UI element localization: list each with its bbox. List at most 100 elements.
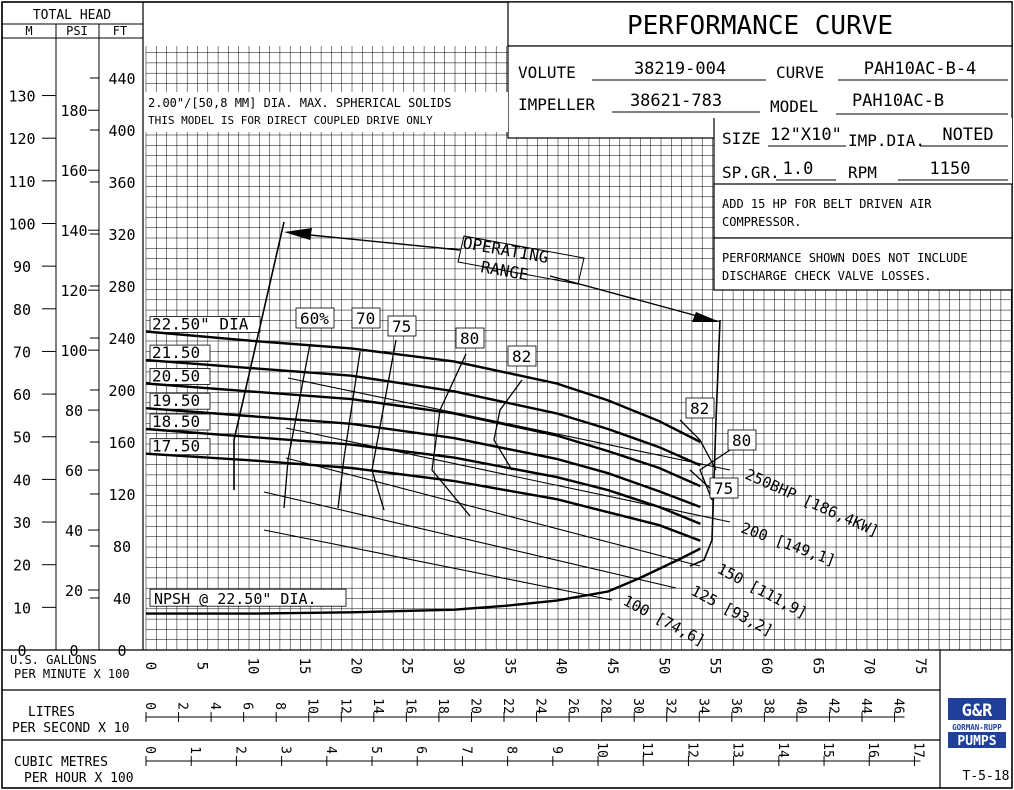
efficiency-label: 70: [356, 309, 375, 328]
gpm-tick-label: 40: [553, 658, 569, 675]
m-tick-label: 60: [13, 386, 31, 404]
air-note-line1: ADD 15 HP FOR BELT DRIVEN AIR: [722, 197, 932, 211]
lps-tick-label: 44: [858, 698, 873, 714]
spgr-value: 1.0: [783, 159, 814, 179]
curve-value: PAH10AC-B-4: [864, 59, 977, 79]
m3h-tick-label: 6: [413, 746, 428, 754]
rpm-label: RPM: [848, 163, 877, 182]
psi-tick-label: 0: [69, 642, 78, 660]
air-note-line2: COMPRESSOR.: [722, 215, 801, 229]
psi-tick-label: 180: [60, 102, 87, 120]
lps-tick-label: 16: [402, 698, 417, 714]
npsh-curve: [146, 547, 701, 615]
gpm-label-line2: PER MINUTE X 100: [14, 667, 130, 681]
model-value: PAH10AC-B: [852, 91, 944, 111]
bhp-line: [263, 529, 613, 601]
m3h-tick-label: 12: [684, 742, 699, 758]
lps-tick-label: 36: [728, 698, 743, 714]
lps-tick-label: 38: [760, 698, 775, 714]
lps-tick-label: 22: [500, 698, 515, 714]
volute-label: VOLUTE: [518, 63, 576, 82]
m3h-tick-label: 11: [639, 742, 654, 758]
head-curve: [145, 407, 701, 509]
svg-text:PUMPS: PUMPS: [957, 734, 996, 749]
ft-tick-label: 80: [113, 538, 131, 556]
m3h-tick-label: 5: [368, 746, 383, 754]
m-tick-label: 80: [13, 301, 31, 319]
gpm-tick-label: 30: [450, 658, 466, 675]
size-value: 12"X10": [770, 125, 842, 145]
lps-tick-label: 46: [891, 698, 906, 714]
lps-tick-label: 20: [467, 698, 482, 714]
lps-tick-label: 10: [305, 698, 320, 714]
m-tick-label: 50: [13, 429, 31, 447]
solids-note: 2.00"/[50,8 MM] DIA. MAX. SPHERICAL SOLI…: [148, 96, 451, 110]
efficiency-line: [689, 469, 713, 491]
gpm-tick-label: 50: [655, 658, 671, 675]
head-curve-label: 21.50: [152, 343, 200, 362]
m3h-tick-label: 7: [458, 746, 473, 754]
lps-tick-label: 6: [240, 702, 255, 710]
ft-tick-label: 0: [117, 642, 126, 660]
lps-tick-label: 0: [142, 702, 157, 710]
m-tick-label: 120: [8, 130, 35, 148]
m3h-tick-label: 17: [910, 742, 925, 758]
lps-tick-label: 32: [663, 698, 678, 714]
m3h-label-line2: PER HOUR X 100: [24, 771, 134, 786]
air-note-box: [713, 183, 1013, 239]
lps-tick-label: 4: [207, 702, 222, 710]
efficiency-label: 82: [512, 347, 531, 366]
efficiency-line: [679, 419, 717, 471]
unit-psi-label: PSI: [66, 24, 88, 38]
drawing-number: T-5-18: [963, 769, 1010, 784]
m-tick-label: 10: [13, 599, 31, 617]
lps-tick-label: 18: [435, 698, 450, 714]
head-curve-label: 22.50" DIA: [152, 315, 249, 334]
curve-label: CURVE: [776, 63, 824, 82]
gpm-tick-label: 15: [296, 658, 312, 675]
chart-title: PERFORMANCE CURVE: [627, 11, 893, 41]
efficiency-line: [431, 353, 471, 517]
head-curve: [145, 358, 701, 467]
spgr-label: SP.GR.: [722, 163, 780, 182]
gpm-tick-label: 60: [758, 658, 774, 675]
lps-tick-label: 8: [272, 702, 287, 710]
bhp-line: [285, 457, 701, 567]
head-curve: [145, 452, 701, 542]
psi-tick-label: 140: [60, 222, 87, 240]
m3h-tick-label: 2: [232, 746, 247, 754]
m3h-tick-label: 10: [594, 742, 609, 758]
gpm-tick-label: 70: [861, 658, 877, 675]
ft-tick-label: 240: [108, 330, 135, 348]
lps-tick-label: 14: [370, 698, 385, 714]
psi-tick-label: 80: [65, 402, 83, 420]
m3h-tick-label: 8: [504, 746, 519, 754]
efficiency-label: 80: [460, 329, 479, 348]
m-tick-label: 30: [13, 514, 31, 532]
psi-tick-label: 60: [65, 462, 83, 480]
head-curve-label: 20.50: [152, 367, 200, 386]
m3h-tick-label: 13: [730, 742, 745, 758]
m3h-tick-label: 3: [278, 746, 293, 754]
ft-tick-label: 320: [108, 226, 135, 244]
gpm-tick-label: 55: [707, 658, 723, 675]
coupled-note: THIS MODEL IS FOR DIRECT COUPLED DRIVE O…: [148, 114, 433, 127]
rpm-value: 1150: [930, 159, 971, 179]
lps-tick-label: 30: [630, 698, 645, 714]
lps-tick-label: 12: [337, 698, 352, 714]
m-tick-label: 70: [13, 343, 31, 361]
efficiency-label: 75: [392, 317, 411, 336]
m-tick-label: 110: [8, 173, 35, 191]
ft-tick-label: 440: [108, 70, 135, 88]
psi-tick-label: 100: [60, 342, 87, 360]
ft-tick-label: 400: [108, 122, 135, 140]
head-curve-label: 19.50: [152, 391, 200, 410]
perf-note-line2: DISCHARGE CHECK VALVE LOSSES.: [722, 269, 932, 283]
bhp-line: [287, 377, 731, 471]
impdia-label: IMP.DIA.: [848, 131, 925, 150]
m3h-label-line1: CUBIC METRES: [14, 755, 108, 770]
psi-tick-label: 120: [60, 282, 87, 300]
model-label: MODEL: [770, 97, 818, 116]
impeller-label: IMPELLER: [518, 95, 595, 114]
